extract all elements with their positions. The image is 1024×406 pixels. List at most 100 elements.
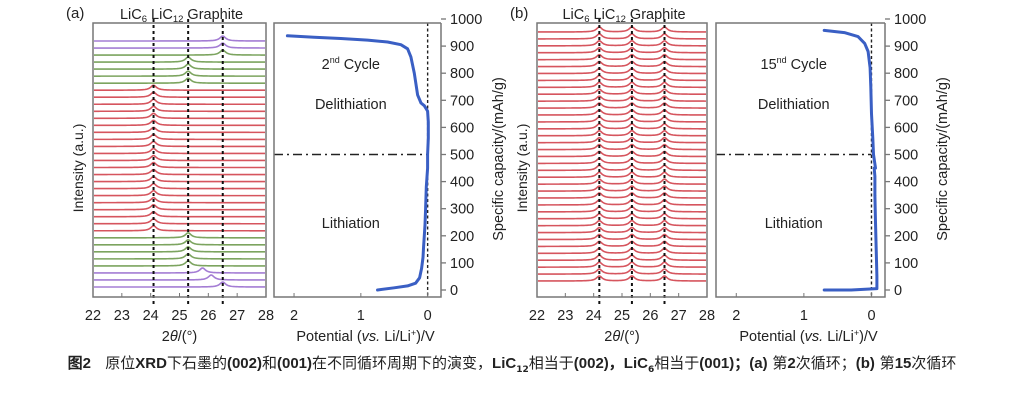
caption-text: 第 bbox=[874, 354, 895, 372]
xrd-trace bbox=[538, 164, 706, 172]
xrd-ylabel: Intensity (a.u.) bbox=[514, 124, 530, 213]
capacity-frame bbox=[715, 22, 886, 298]
caption-lic12-sub: 12 bbox=[516, 365, 529, 375]
caption-001: (001) bbox=[277, 355, 313, 372]
xlabel-2: 2 bbox=[162, 329, 170, 345]
capacity-xlabel: Potential (vs. Li/Li+)/V bbox=[296, 328, 435, 345]
capacity-xlabel: Potential (vs. Li/Li+)/V bbox=[739, 328, 878, 345]
xrd-trace bbox=[538, 67, 706, 75]
caption-xrd: XRD bbox=[135, 355, 167, 372]
xrd-trace bbox=[538, 212, 706, 220]
xrd-trace bbox=[94, 56, 265, 63]
xrd-trace bbox=[94, 70, 265, 77]
xrd-trace bbox=[94, 49, 265, 56]
xrd-trace bbox=[538, 60, 706, 68]
capacity-xtick-label: 0 bbox=[867, 308, 875, 324]
capacity-ytick-label: 900 bbox=[450, 39, 474, 55]
xrd-trace bbox=[94, 63, 265, 70]
xrd-trace bbox=[94, 182, 265, 190]
xrd-trace bbox=[538, 226, 706, 234]
xrd-xtick-label: 23 bbox=[557, 308, 573, 324]
xrd-trace bbox=[94, 231, 265, 239]
capacity-curve bbox=[285, 34, 430, 292]
xrd-trace bbox=[94, 35, 265, 42]
xrd-trace bbox=[94, 91, 265, 99]
lithiation-label: Lithiation bbox=[765, 216, 823, 232]
xrd-trace bbox=[94, 133, 265, 141]
capacity-ytick-label: 0 bbox=[894, 283, 902, 299]
xrd-trace bbox=[538, 74, 706, 82]
xrd-trace bbox=[538, 178, 706, 185]
xrd-xtick-label: 27 bbox=[671, 308, 687, 324]
xrd-trace bbox=[538, 26, 706, 33]
xlabel-vs: vs. bbox=[362, 329, 381, 345]
cycle-text: Cycle bbox=[340, 57, 380, 73]
capacity-ytick-label: 500 bbox=[894, 148, 918, 164]
xrd-trace bbox=[94, 175, 265, 183]
title-lic12: LiC bbox=[590, 7, 616, 23]
xrd-trace bbox=[538, 95, 706, 102]
xrd-trace bbox=[94, 210, 265, 218]
caption-text: 相当于 bbox=[528, 354, 574, 372]
capacity-ytick-label: 600 bbox=[894, 120, 918, 136]
xrd-ylabel: Intensity (a.u.) bbox=[70, 124, 86, 213]
xrd-trace bbox=[538, 268, 706, 275]
caption-lic12: LiC bbox=[492, 355, 517, 372]
caption-text: 下石墨的 bbox=[166, 354, 227, 372]
xrd-trace bbox=[538, 39, 706, 47]
caption-lic6: LiC bbox=[623, 355, 648, 372]
figure-caption: 图2 原位XRD下石墨的(002)和(001)在不同循环周期下的演变，LiC12… bbox=[0, 352, 1024, 381]
xlabel-theta: θ bbox=[170, 329, 178, 345]
capacity-ylabel: Specific capacity/(mAh/g) bbox=[935, 77, 951, 241]
cycle-number: 15 bbox=[761, 57, 777, 73]
xrd-xtick-label: 28 bbox=[258, 308, 274, 324]
capacity-ytick-label: 1000 bbox=[450, 12, 482, 28]
xrd-trace bbox=[94, 154, 265, 162]
xrd-trace bbox=[538, 53, 706, 61]
xrd-trace bbox=[94, 189, 265, 197]
xrd-trace bbox=[538, 219, 706, 227]
capacity-ytick-label: 900 bbox=[894, 39, 918, 55]
caption-002: (002)， bbox=[573, 355, 624, 372]
capacity-curve bbox=[822, 28, 879, 292]
capacity-frame bbox=[273, 22, 442, 298]
capacity-ytick-label: 800 bbox=[450, 66, 474, 82]
title-sub-6: 6 bbox=[584, 14, 589, 25]
xrd-trace bbox=[94, 267, 265, 274]
panel-label: (b) bbox=[510, 5, 528, 22]
xrd-trace bbox=[538, 150, 706, 158]
cycle-label: 15nd Cycle bbox=[761, 55, 827, 73]
xrd-trace bbox=[538, 240, 706, 248]
xrd-trace bbox=[94, 77, 265, 84]
capacity-xtick-label: 2 bbox=[290, 308, 298, 324]
xrd-trace bbox=[538, 247, 706, 255]
xrd-trace bbox=[94, 253, 265, 260]
capacity-ytick-label: 400 bbox=[450, 175, 474, 191]
caption-cycle-2: 2 bbox=[787, 355, 796, 372]
capacity-ytick-label: 200 bbox=[894, 229, 918, 245]
caption-text: 相当于 bbox=[654, 354, 700, 372]
caption-text: 在不同循环周期下的演变， bbox=[312, 354, 493, 372]
capacity-ytick-label: 300 bbox=[450, 202, 474, 218]
xrd-trace bbox=[538, 81, 706, 89]
cycle-number: 2 bbox=[322, 57, 330, 73]
xrd-trace bbox=[538, 192, 706, 199]
xrd-trace bbox=[538, 261, 706, 268]
title-sub-12: 12 bbox=[173, 14, 184, 25]
xrd-trace bbox=[94, 196, 265, 204]
title-sub-6: 6 bbox=[142, 14, 147, 25]
xlabel-unit: /(°) bbox=[620, 329, 639, 345]
xrd-xtick-label: 24 bbox=[586, 308, 602, 324]
xrd-trace bbox=[538, 46, 706, 54]
xrd-trace bbox=[94, 274, 265, 281]
caption-b: (b) bbox=[855, 355, 875, 372]
capacity-ytick-label: 0 bbox=[450, 283, 458, 299]
capacity-ytick-label: 300 bbox=[894, 202, 918, 218]
capacity-ytick-label: 700 bbox=[894, 93, 918, 109]
caption-text: 次循环 bbox=[911, 354, 957, 372]
xrd-trace bbox=[538, 88, 706, 96]
xrd-xlabel: 2θ/(°) bbox=[604, 329, 639, 345]
xrd-xlabel: 2θ/(°) bbox=[162, 329, 197, 345]
xrd-trace bbox=[538, 205, 706, 213]
